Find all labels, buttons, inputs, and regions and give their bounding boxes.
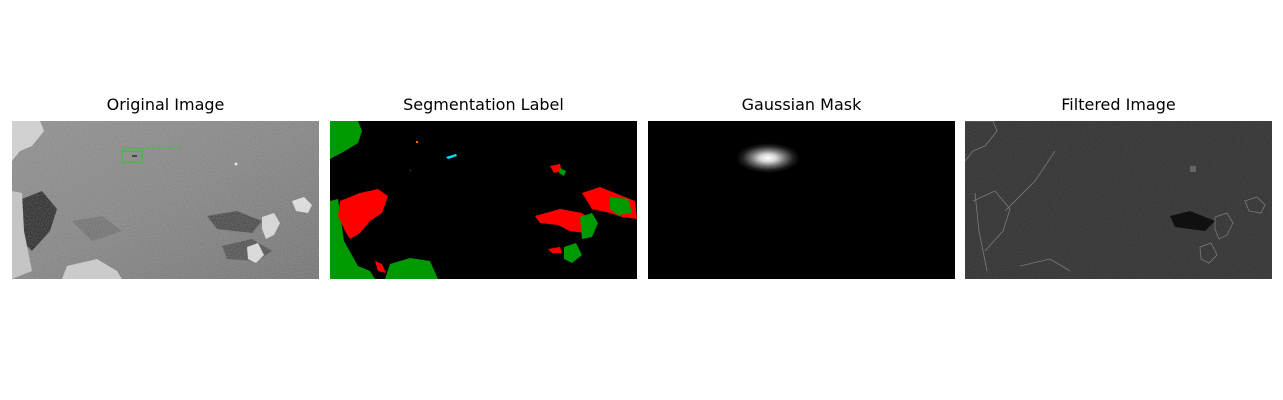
detection-box <box>121 150 143 163</box>
panel-title-filtered: Filtered Image <box>1061 95 1176 114</box>
filtered-edge-image <box>965 121 1272 279</box>
original-sar-image <box>12 121 319 279</box>
panel-title-gaussian: Gaussian Mask <box>741 95 862 114</box>
panel-title-segmentation: Segmentation Label <box>403 95 564 114</box>
segmentation-mask <box>330 121 637 279</box>
gaussian-mask-image <box>648 121 955 279</box>
panel-title-original: Original Image <box>106 95 225 114</box>
